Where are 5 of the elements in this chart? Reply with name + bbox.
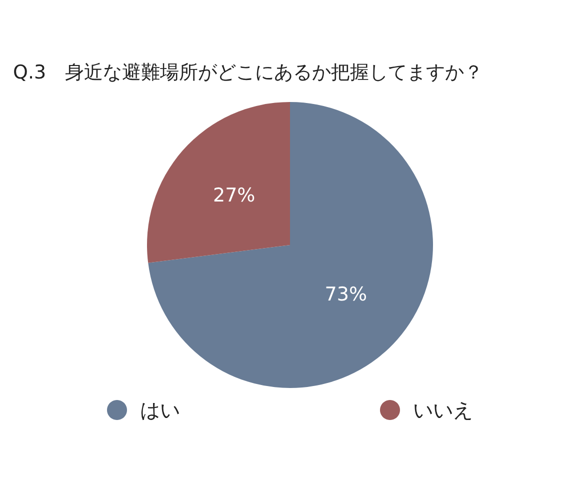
chart-title: Q.3 身近な避難場所がどこにあるか把握してますか？ (13, 62, 484, 84)
legend-label: はい (140, 398, 180, 422)
data-label: 27% (213, 184, 256, 207)
legend-label: いいえ (413, 398, 473, 422)
data-label: 73% (324, 283, 367, 306)
